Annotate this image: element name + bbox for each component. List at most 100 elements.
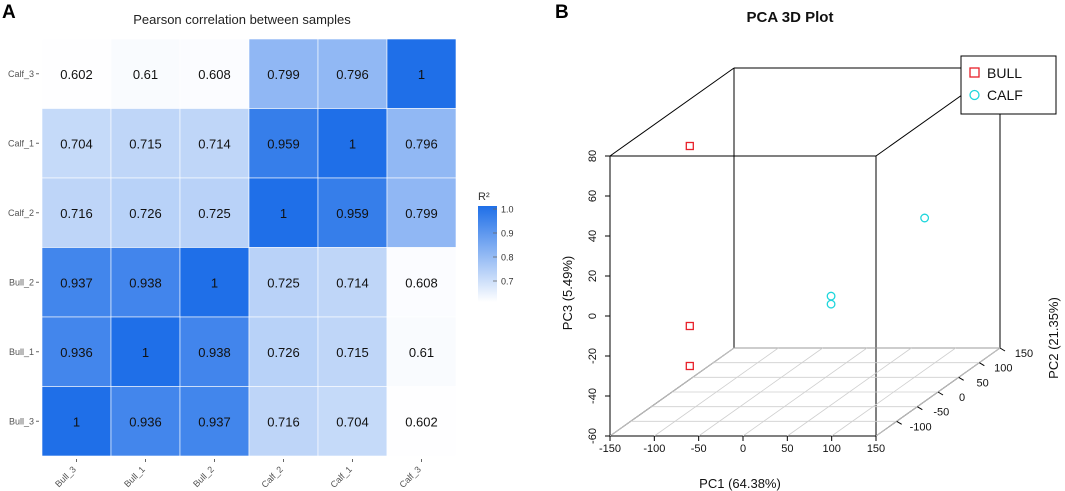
heatmap-row-label: Calf_1 xyxy=(8,138,34,148)
colorbar-tick-label: 0.9 xyxy=(501,229,514,239)
y-axis-tick-label: 0 xyxy=(959,392,965,404)
heatmap-cell xyxy=(110,108,181,179)
heatmap-cell xyxy=(248,108,319,179)
heatmap-column-labels: Bull_3 Bull_1 Bull_2 Calf_2 Calf_1 Calf_3 xyxy=(53,459,423,490)
heatmap-cell-value: 0.716 xyxy=(267,414,300,429)
colorbar-gradient xyxy=(478,206,497,302)
panel-label-a: A xyxy=(2,2,16,23)
heatmap-column-label: Bull_3 xyxy=(53,464,78,489)
x-axis-tick-label: 150 xyxy=(867,443,885,455)
z-axis-tick-label: 20 xyxy=(587,270,599,282)
box-edge xyxy=(609,67,735,157)
heatmap-cell-value: 0.937 xyxy=(60,275,93,290)
heatmap-cell xyxy=(386,247,457,318)
heatmap-cell-value: 0.726 xyxy=(267,345,300,360)
heatmap-cell xyxy=(386,38,457,109)
heatmap-cell xyxy=(317,316,388,387)
heatmap-row-label: Bull_3 xyxy=(9,416,34,426)
pca-point-calf xyxy=(826,291,836,301)
heatmap-cell-value: 0.938 xyxy=(129,275,162,290)
heatmap-cell-value: 0.936 xyxy=(129,414,162,429)
heatmap-row-label: Bull_1 xyxy=(9,347,34,357)
heatmap-row-label: Calf_2 xyxy=(8,208,34,218)
heatmap-cell xyxy=(41,386,112,457)
heatmap-cell-value: 0.959 xyxy=(267,136,300,151)
heatmap-title: Pearson correlation between samples xyxy=(133,12,351,27)
heatmap-cell xyxy=(41,38,112,109)
heatmap-cell xyxy=(317,386,388,457)
colorbar-tick-label: 0.8 xyxy=(501,253,514,263)
heatmap-cell xyxy=(248,386,319,457)
heatmap-cell xyxy=(386,386,457,457)
x-axis-tick-label: 50 xyxy=(781,443,793,455)
heatmap-cell xyxy=(248,316,319,387)
heatmap-column-label: Calf_1 xyxy=(328,464,353,489)
heatmap-cell xyxy=(386,108,457,179)
heatmap-cell-value: 1 xyxy=(349,136,356,151)
heatmap-cell-value: 0.715 xyxy=(336,345,369,360)
pca-point-calf xyxy=(826,299,836,309)
heatmap-cell xyxy=(317,38,388,109)
heatmap-cell-value: 1 xyxy=(280,206,287,221)
y-axis-tick xyxy=(917,406,923,411)
pca-z-axis-label: PC3 (5.49%) xyxy=(560,256,575,330)
heatmap-column-label: Bull_1 xyxy=(122,464,147,489)
heatmap-cell xyxy=(110,247,181,318)
y-axis-tick-label: 100 xyxy=(994,363,1012,375)
heatmap-cell xyxy=(248,247,319,318)
pca-point-bull xyxy=(685,361,694,371)
pca-axis-ticks: -150 -100 -50 0 50 100 150-100-50050100150-60-… xyxy=(587,150,1033,455)
y-axis-tick xyxy=(999,347,1006,352)
heatmap-cell xyxy=(41,316,112,387)
pca-point-bull xyxy=(685,141,694,151)
heatmap-cell-value: 1 xyxy=(142,345,149,360)
x-axis-tick-label: -50 xyxy=(691,443,707,455)
heatmap-cell-value: 1 xyxy=(73,414,80,429)
heatmap-cell xyxy=(110,177,181,248)
y-axis-tick-label: -50 xyxy=(933,407,949,419)
heatmap-cell-value: 0.936 xyxy=(60,345,93,360)
heatmap-cell-value: 0.602 xyxy=(60,67,93,82)
heatmap-cell xyxy=(179,38,250,109)
colorbar-ticks: 1.0 0.9 0.8 0.7 xyxy=(493,205,514,287)
z-axis-tick-label: 40 xyxy=(587,230,599,242)
heatmap-cell xyxy=(41,247,112,318)
panel-label-b: B xyxy=(555,2,569,23)
heatmap-column-label: Calf_3 xyxy=(397,464,422,489)
heatmap-column-label: Calf_2 xyxy=(259,464,284,489)
pca-floor-grid xyxy=(609,347,1001,437)
z-axis-tick-label: -40 xyxy=(587,388,599,404)
heatmap-cell-value: 0.796 xyxy=(405,136,438,151)
x-axis-tick-label: 0 xyxy=(740,443,746,455)
z-axis-tick-label: 0 xyxy=(587,313,599,319)
z-axis-tick-label: 80 xyxy=(587,150,599,162)
y-axis-tick xyxy=(896,420,902,425)
colorbar-tick-label: 1.0 xyxy=(501,205,514,215)
heatmap-row-label: Bull_2 xyxy=(9,277,34,287)
legend-bull-label: BULL xyxy=(987,65,1022,81)
heatmap-cell-value: 0.725 xyxy=(198,206,231,221)
pca-points xyxy=(685,141,930,371)
heatmap-cell-value: 0.608 xyxy=(405,275,438,290)
heatmap-cell-value: 1 xyxy=(418,67,425,82)
pca-y-axis-label: PC2 (21.35%) xyxy=(1046,297,1061,379)
z-axis-tick-label: -20 xyxy=(587,348,599,364)
heatmap-cell-value: 0.704 xyxy=(336,414,369,429)
heatmap-cell-value: 0.61 xyxy=(409,345,434,360)
heatmap-cell-value: 0.959 xyxy=(336,206,369,221)
correlation-heatmap: Pearson correlation between samples 0.60… xyxy=(8,12,457,490)
heatmap-cell xyxy=(179,316,250,387)
z-axis-tick-label: -60 xyxy=(587,428,599,444)
x-axis-tick-label: 100 xyxy=(822,443,840,455)
heatmap-cell xyxy=(317,247,388,318)
heatmap-cell-value: 0.796 xyxy=(336,67,369,82)
colorbar: R² 1.0 0.9 0.8 0.7 xyxy=(478,191,514,302)
pca-3d-plot: PCA 3D Plot -150 -100 -50 0 50 100 150-100-500… xyxy=(560,9,1061,491)
z-axis-tick-label: 60 xyxy=(587,190,599,202)
legend-box xyxy=(960,55,1057,115)
heatmap-cell xyxy=(386,177,457,248)
heatmap-cells: 0.602 0.61 0.608 0.799 0.796 1 0.704 0.715 0.714… xyxy=(41,38,457,457)
heatmap-cell-value: 0.714 xyxy=(198,136,231,151)
legend-bull-square-icon xyxy=(969,67,980,78)
heatmap-cell-value: 0.726 xyxy=(129,206,162,221)
